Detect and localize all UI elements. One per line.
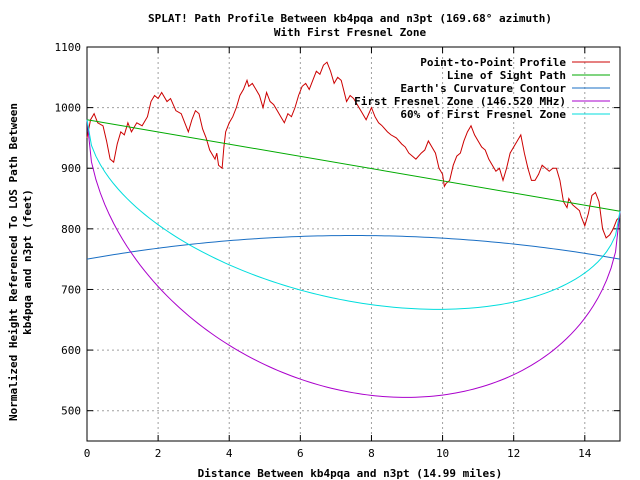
legend-label: Line of Sight Path bbox=[447, 69, 566, 82]
legend-label: Earth's Curvature Contour bbox=[400, 82, 566, 95]
series-line-2 bbox=[86, 119, 621, 212]
legend-label: 60% of First Fresnel Zone bbox=[400, 108, 566, 121]
y-tick-label: 1100 bbox=[55, 41, 82, 54]
plot-area bbox=[86, 46, 621, 442]
series-layer bbox=[86, 61, 621, 398]
series-line-5 bbox=[86, 119, 621, 310]
legend-label: Point-to-Point Profile bbox=[420, 56, 566, 69]
axis-ticks: 0 2 4 6 8 10 12 14 500 600 700 800 900 1000 1100 bbox=[55, 41, 620, 460]
x-axis-label: Distance Between kb4pqa and n3pt (14.99 … bbox=[198, 467, 503, 480]
y-tick-label: 800 bbox=[61, 223, 81, 236]
y-axis-label-line1: Normalized Height Referenced To LOS Path… bbox=[7, 103, 20, 421]
y-tick-label: 600 bbox=[61, 344, 81, 357]
y-tick-label: 500 bbox=[61, 405, 81, 418]
x-tick-label: 2 bbox=[155, 447, 162, 460]
y-tick-label: 1000 bbox=[55, 102, 82, 115]
x-tick-label: 10 bbox=[436, 447, 449, 460]
chart-subtitle: With First Fresnel Zone bbox=[274, 26, 427, 39]
x-tick-label: 6 bbox=[297, 447, 304, 460]
series-line-3 bbox=[86, 235, 621, 260]
x-tick-label: 8 bbox=[368, 447, 375, 460]
y-axis-label-line2: kb4pqa and n3pt (feet) bbox=[21, 189, 34, 335]
series-line-4 bbox=[86, 119, 621, 398]
x-tick-label: 12 bbox=[507, 447, 520, 460]
x-tick-label: 4 bbox=[226, 447, 233, 460]
legend-label: First Fresnel Zone (146.520 MHz) bbox=[354, 95, 566, 108]
y-tick-label: 700 bbox=[61, 283, 81, 296]
x-tick-label: 14 bbox=[578, 447, 592, 460]
y-tick-label: 900 bbox=[61, 162, 81, 175]
chart-title: SPLAT! Path Profile Between kb4pqa and n… bbox=[148, 12, 552, 25]
x-tick-label: 0 bbox=[84, 447, 91, 460]
series-line-1 bbox=[86, 61, 621, 239]
